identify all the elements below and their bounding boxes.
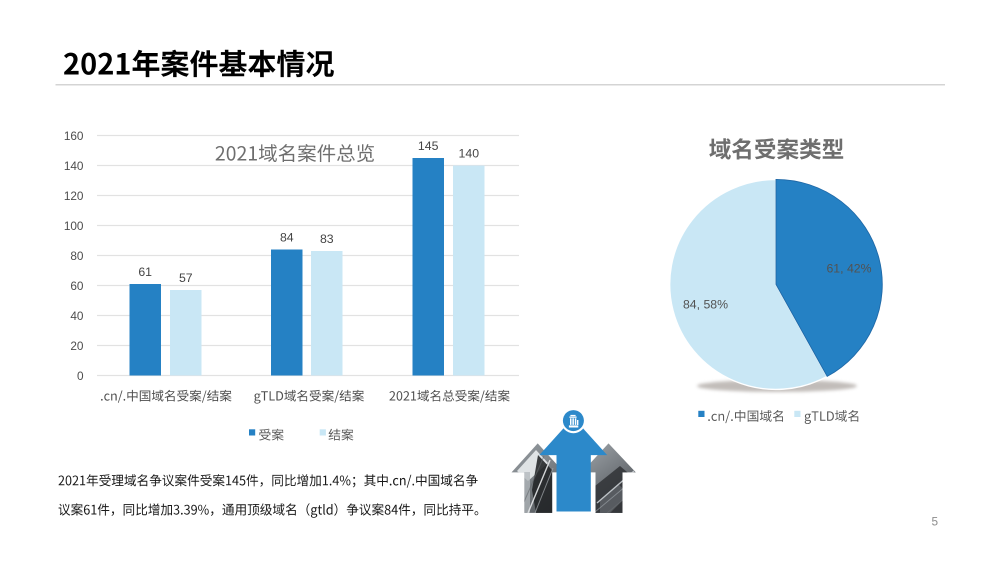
svg-text:40: 40	[70, 309, 84, 323]
svg-text:145: 145	[418, 139, 439, 153]
svg-text:80: 80	[70, 249, 84, 263]
svg-text:0: 0	[77, 369, 84, 383]
svg-text:120: 120	[64, 189, 84, 203]
svg-text:57: 57	[179, 271, 193, 285]
svg-text:61: 61	[138, 265, 152, 279]
svg-text:84, 58%: 84, 58%	[683, 297, 728, 311]
svg-text:83: 83	[320, 232, 334, 246]
svg-text:140: 140	[64, 159, 84, 173]
svg-text:84: 84	[280, 231, 294, 245]
svg-text:140: 140	[459, 147, 480, 161]
svg-text:20: 20	[70, 339, 84, 353]
svg-text:5: 5	[931, 514, 938, 528]
svg-text:61, 42%: 61, 42%	[826, 261, 871, 275]
svg-text:160: 160	[64, 129, 84, 143]
svg-text:100: 100	[64, 219, 84, 233]
svg-text:60: 60	[70, 279, 84, 293]
